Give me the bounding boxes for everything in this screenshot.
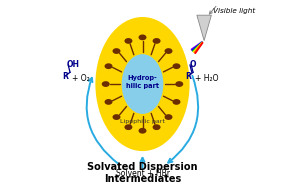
Ellipse shape	[139, 34, 146, 40]
Text: Solvent + HBr: Solvent + HBr	[115, 169, 170, 178]
Text: R: R	[62, 72, 68, 81]
Ellipse shape	[125, 124, 133, 130]
Text: Lipophilic part: Lipophilic part	[120, 119, 165, 124]
Polygon shape	[197, 15, 211, 41]
Ellipse shape	[164, 48, 172, 54]
Ellipse shape	[113, 114, 121, 120]
Ellipse shape	[105, 99, 113, 105]
Ellipse shape	[172, 99, 180, 105]
Ellipse shape	[175, 81, 183, 87]
Text: Solvated Dispersion
Intermediates: Solvated Dispersion Intermediates	[87, 162, 198, 184]
Ellipse shape	[152, 124, 160, 130]
Ellipse shape	[105, 63, 113, 69]
Text: Hydrop-
hilic part: Hydrop- hilic part	[126, 75, 159, 89]
Ellipse shape	[102, 81, 110, 87]
Ellipse shape	[152, 38, 160, 44]
Text: + H₂O: + H₂O	[195, 74, 219, 83]
Text: OH: OH	[66, 60, 80, 69]
Text: Visible light: Visible light	[213, 8, 255, 14]
Ellipse shape	[125, 38, 133, 44]
Text: + O₂: + O₂	[72, 74, 89, 83]
Ellipse shape	[139, 128, 146, 134]
Ellipse shape	[122, 54, 163, 114]
Text: R: R	[185, 72, 191, 81]
Text: O: O	[190, 60, 196, 69]
Ellipse shape	[164, 114, 172, 120]
Ellipse shape	[95, 17, 190, 151]
Ellipse shape	[172, 63, 180, 69]
Ellipse shape	[113, 48, 121, 54]
